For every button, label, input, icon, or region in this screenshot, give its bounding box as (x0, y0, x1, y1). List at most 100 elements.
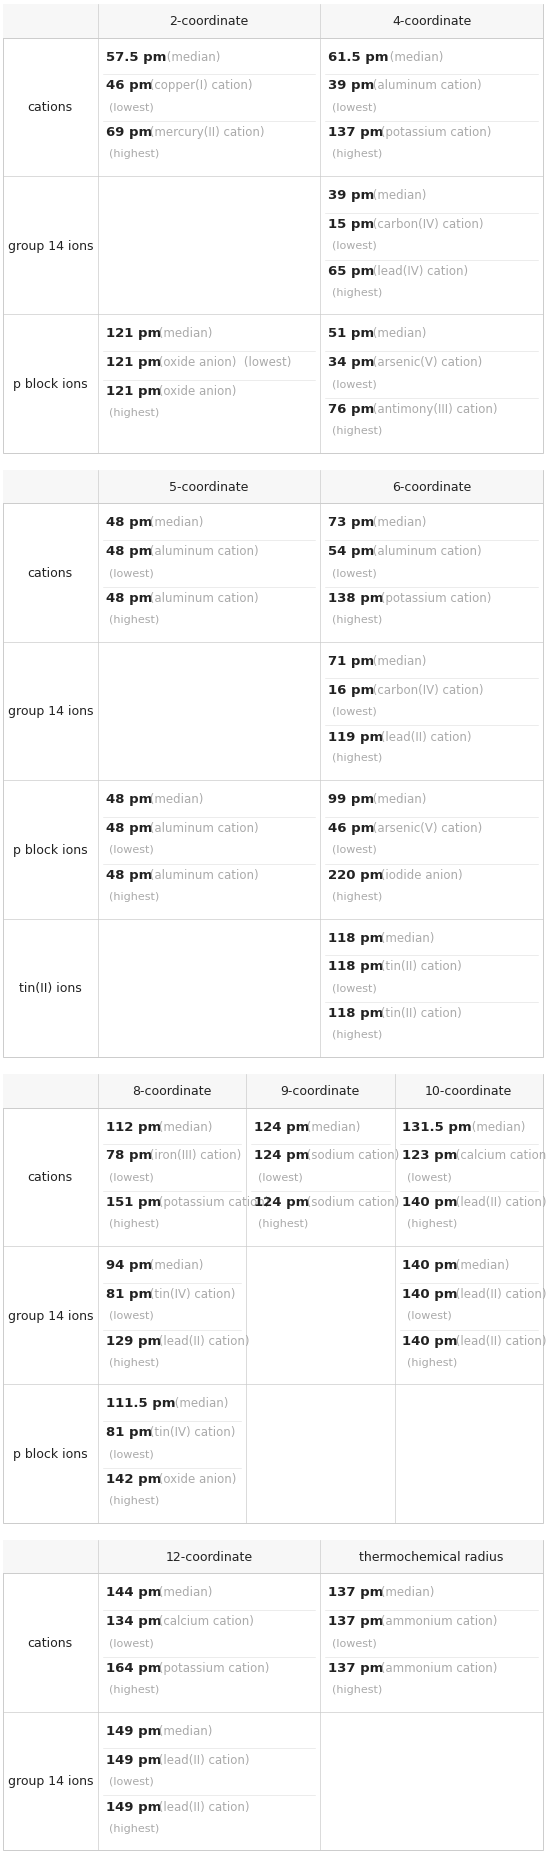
Text: 48 pm: 48 pm (105, 592, 152, 605)
Bar (3, 471, 543, 1057)
Text: (median): (median) (171, 1397, 228, 1410)
Text: cations: cations (28, 568, 73, 581)
Text: (median): (median) (377, 931, 435, 944)
Text: (lowest): (lowest) (110, 844, 155, 855)
Text: (median): (median) (155, 1120, 212, 1133)
Text: 48 pm: 48 pm (105, 868, 152, 881)
Text: (median): (median) (163, 50, 220, 63)
Text: (lowest): (lowest) (333, 102, 377, 113)
Text: 131.5 pm: 131.5 pm (402, 1120, 472, 1133)
Text: (median): (median) (452, 1258, 509, 1271)
Text: 94 pm: 94 pm (105, 1258, 152, 1271)
Text: 118 pm: 118 pm (328, 961, 384, 974)
Text: 124 pm: 124 pm (254, 1196, 310, 1209)
Text: p block ions: p block ions (13, 844, 87, 857)
Text: (highest): (highest) (333, 148, 383, 160)
Text: (median): (median) (146, 1258, 204, 1271)
Text: (lowest): (lowest) (407, 1172, 451, 1182)
Text: (highest): (highest) (333, 892, 383, 902)
Text: 118 pm: 118 pm (328, 931, 384, 944)
Text: (lowest): (lowest) (333, 241, 377, 250)
Text: (lead(II) cation): (lead(II) cation) (155, 1334, 249, 1347)
Text: (copper(I) cation): (copper(I) cation) (146, 80, 253, 93)
Text: (median): (median) (146, 516, 204, 529)
Text: 121 pm: 121 pm (105, 386, 161, 399)
Text: (median): (median) (146, 792, 204, 805)
Text: (median): (median) (377, 1586, 435, 1599)
Text: (potassium cation): (potassium cation) (377, 126, 492, 139)
Text: 15 pm: 15 pm (328, 217, 375, 230)
Text: (aluminum cation): (aluminum cation) (146, 822, 259, 835)
Text: 149 pm: 149 pm (105, 1753, 161, 1766)
Text: 137 pm: 137 pm (328, 126, 384, 139)
Text: 121 pm: 121 pm (105, 326, 161, 339)
Text: 144 pm: 144 pm (105, 1586, 161, 1599)
Bar (3, 1074, 543, 1107)
Text: (lowest): (lowest) (110, 1172, 155, 1182)
Text: (lowest): (lowest) (333, 983, 377, 992)
Text: 164 pm: 164 pm (105, 1662, 161, 1675)
Text: (arsenic(V) cation): (arsenic(V) cation) (369, 822, 483, 835)
Text: (arsenic(V) cation): (arsenic(V) cation) (369, 356, 483, 369)
Text: 8-coordinate: 8-coordinate (132, 1085, 211, 1098)
Text: (highest): (highest) (407, 1358, 457, 1367)
Text: 6-coordinate: 6-coordinate (392, 480, 471, 493)
Text: 71 pm: 71 pm (328, 655, 375, 668)
Text: 48 pm: 48 pm (105, 516, 152, 529)
Text: 138 pm: 138 pm (328, 592, 384, 605)
Text: (tin(IV) cation): (tin(IV) cation) (146, 1287, 236, 1300)
Text: cations: cations (28, 102, 73, 115)
Text: (median): (median) (155, 1586, 212, 1599)
Text: (lead(II) cation): (lead(II) cation) (452, 1287, 546, 1300)
Text: (highest): (highest) (110, 148, 160, 160)
Text: 48 pm: 48 pm (105, 822, 152, 835)
Text: (oxide anion)  (lowest): (oxide anion) (lowest) (155, 356, 291, 369)
Text: (aluminum cation): (aluminum cation) (369, 80, 482, 93)
Text: (lowest): (lowest) (333, 707, 377, 716)
Text: (highest): (highest) (110, 1495, 160, 1504)
Text: (calcium cation): (calcium cation) (155, 1614, 253, 1627)
Bar (3, 6, 543, 453)
Text: (lowest): (lowest) (333, 378, 377, 390)
Text: 81 pm: 81 pm (105, 1425, 152, 1438)
Text: (median): (median) (155, 326, 212, 339)
Text: 65 pm: 65 pm (328, 265, 375, 278)
Text: (lowest): (lowest) (333, 568, 377, 577)
Text: (lowest): (lowest) (110, 1638, 155, 1647)
Text: 111.5 pm: 111.5 pm (105, 1397, 175, 1410)
Text: (highest): (highest) (333, 288, 383, 297)
Text: 112 pm: 112 pm (105, 1120, 161, 1133)
Text: 118 pm: 118 pm (328, 1007, 384, 1020)
Text: 61.5 pm: 61.5 pm (328, 50, 389, 63)
Text: (median): (median) (369, 326, 426, 339)
Text: (lowest): (lowest) (110, 1449, 155, 1458)
Text: 129 pm: 129 pm (105, 1334, 161, 1347)
Text: p block ions: p block ions (13, 378, 87, 391)
Text: group 14 ions: group 14 ions (8, 1775, 93, 1788)
Text: (highest): (highest) (407, 1219, 457, 1228)
Text: (aluminum cation): (aluminum cation) (369, 545, 482, 558)
Text: group 14 ions: group 14 ions (8, 1310, 93, 1323)
Text: 57.5 pm: 57.5 pm (105, 50, 166, 63)
Bar (3, 1540, 543, 1849)
Text: (lowest): (lowest) (333, 1638, 377, 1647)
Text: (median): (median) (468, 1120, 525, 1133)
Text: 39 pm: 39 pm (328, 189, 375, 202)
Text: (highest): (highest) (333, 753, 383, 762)
Text: (potassium cation): (potassium cation) (155, 1196, 269, 1209)
Text: (highest): (highest) (333, 427, 383, 436)
Text: 16 pm: 16 pm (328, 683, 375, 696)
Text: (highest): (highest) (333, 614, 383, 625)
Text: (aluminum cation): (aluminum cation) (146, 545, 259, 558)
Text: 46 pm: 46 pm (328, 822, 375, 835)
Text: 69 pm: 69 pm (105, 126, 152, 139)
Text: (oxide anion): (oxide anion) (155, 1473, 236, 1486)
Text: (mercury(II) cation): (mercury(II) cation) (146, 126, 265, 139)
Text: (highest): (highest) (110, 1822, 160, 1833)
Text: 46 pm: 46 pm (105, 80, 152, 93)
Text: 48 pm: 48 pm (105, 792, 152, 805)
Text: (iron(III) cation): (iron(III) cation) (146, 1148, 242, 1161)
Text: (lead(II) cation): (lead(II) cation) (155, 1753, 249, 1766)
Bar (3, 471, 543, 505)
Text: (lead(II) cation): (lead(II) cation) (155, 1799, 249, 1812)
